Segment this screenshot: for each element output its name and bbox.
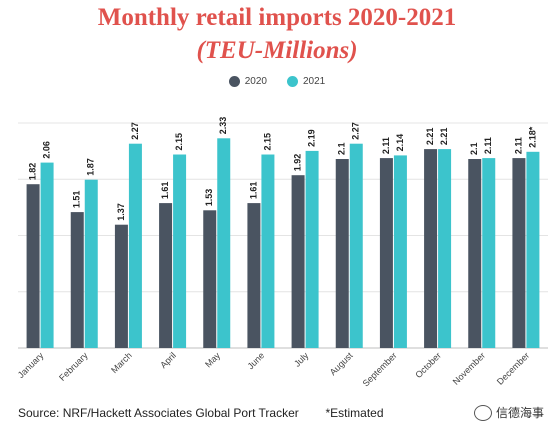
bar-2020-march: [114, 224, 128, 348]
x-tick-label-april: April: [158, 350, 178, 370]
legend-item-2021: 2021: [287, 76, 325, 87]
brand-mark: 信德海事: [473, 404, 544, 421]
chart-subtitle: (TEU-Millions): [196, 37, 358, 64]
data-label-2020-august: 2.1: [337, 142, 347, 155]
x-tick-label-january: January: [16, 350, 46, 380]
data-label-2020-march: 1.37: [116, 203, 126, 221]
bar-2020-april: [159, 203, 173, 348]
bar-2020-october: [424, 149, 438, 348]
data-label-2021-march: 2.27: [130, 122, 140, 140]
bar-2021-september: [393, 155, 407, 348]
bar-2021-january: [40, 162, 54, 348]
data-label-2020-july: 1.92: [292, 154, 302, 172]
bar-2021-july: [305, 150, 319, 348]
x-tick-label-may: May: [203, 350, 222, 369]
bar-2021-may: [217, 138, 231, 348]
wechat-icon: [473, 404, 492, 421]
bar-2021-february: [84, 179, 98, 348]
x-tick-label-march: March: [109, 350, 134, 375]
data-label-2020-april: 1.61: [160, 182, 170, 200]
data-label-2021-april: 2.15: [174, 133, 184, 151]
bar-2021-june: [261, 154, 275, 348]
bar-2020-february: [70, 212, 84, 348]
data-label-2021-may: 2.33: [218, 117, 228, 135]
bar-2021-march: [128, 143, 142, 348]
bar-2021-november: [482, 158, 496, 348]
legend-label-2020: 2020: [244, 76, 267, 87]
data-label-2020-november: 2.1: [469, 142, 479, 155]
x-tick-label-february: February: [57, 350, 90, 383]
bar-2020-august: [335, 159, 349, 348]
bar-2020-november: [468, 159, 482, 348]
data-label-2020-january: 1.82: [27, 163, 37, 181]
data-label-2021-november: 2.11: [483, 137, 493, 154]
chart-title: Monthly retail imports 2020-2021: [97, 4, 457, 31]
data-label-2021-august: 2.27: [351, 122, 361, 140]
legend: 2020 2021: [0, 76, 554, 87]
data-label-2020-october: 2.21: [425, 128, 435, 146]
x-tick-label-october: October: [413, 350, 443, 380]
data-label-2020-june: 1.61: [248, 182, 258, 200]
bar-2021-december: [526, 151, 540, 348]
bar-2020-january: [26, 184, 40, 348]
x-tick-label-december: December: [495, 350, 531, 386]
source-text: Source: NRF/Hackett Associates Global Po…: [18, 406, 299, 420]
data-label-2021-june: 2.15: [262, 133, 272, 151]
legend-swatch-2021: [287, 76, 298, 87]
data-label-2020-december: 2.11: [513, 137, 523, 154]
brand-text: 信德海事: [495, 406, 544, 420]
x-tick-label-july: July: [292, 350, 311, 369]
bar-2020-december: [512, 158, 526, 348]
data-label-2020-september: 2.11: [381, 137, 391, 154]
x-tick-label-august: August: [328, 350, 355, 377]
bar-2021-august: [349, 143, 363, 348]
bar-2020-june: [247, 203, 261, 348]
legend-label-2021: 2021: [303, 76, 326, 87]
x-tick-label-june: June: [245, 350, 266, 371]
x-tick-label-september: September: [361, 350, 399, 388]
source-note: Source: NRF/Hackett Associates Global Po…: [18, 406, 384, 420]
data-label-2021-december: 2.18*: [527, 126, 537, 148]
bar-2021-october: [438, 149, 452, 348]
estimated-note: *Estimated: [325, 406, 384, 420]
x-tick-label-november: November: [451, 350, 487, 386]
data-label-2021-october: 2.21: [439, 128, 449, 146]
bar-2020-july: [291, 175, 305, 348]
bar-2020-may: [203, 210, 217, 348]
data-label-2021-july: 2.19: [306, 129, 316, 147]
bar-2021-april: [173, 154, 187, 348]
data-label-2020-february: 1.51: [72, 191, 82, 209]
legend-item-2020: 2020: [228, 76, 267, 87]
data-label-2021-january: 2.06: [41, 141, 51, 159]
bar-2020-september: [379, 158, 393, 348]
data-label-2020-may: 1.53: [204, 189, 214, 207]
data-label-2021-september: 2.14: [395, 134, 405, 152]
legend-swatch-2020: [228, 76, 240, 87]
data-label-2021-february: 1.87: [86, 158, 96, 176]
